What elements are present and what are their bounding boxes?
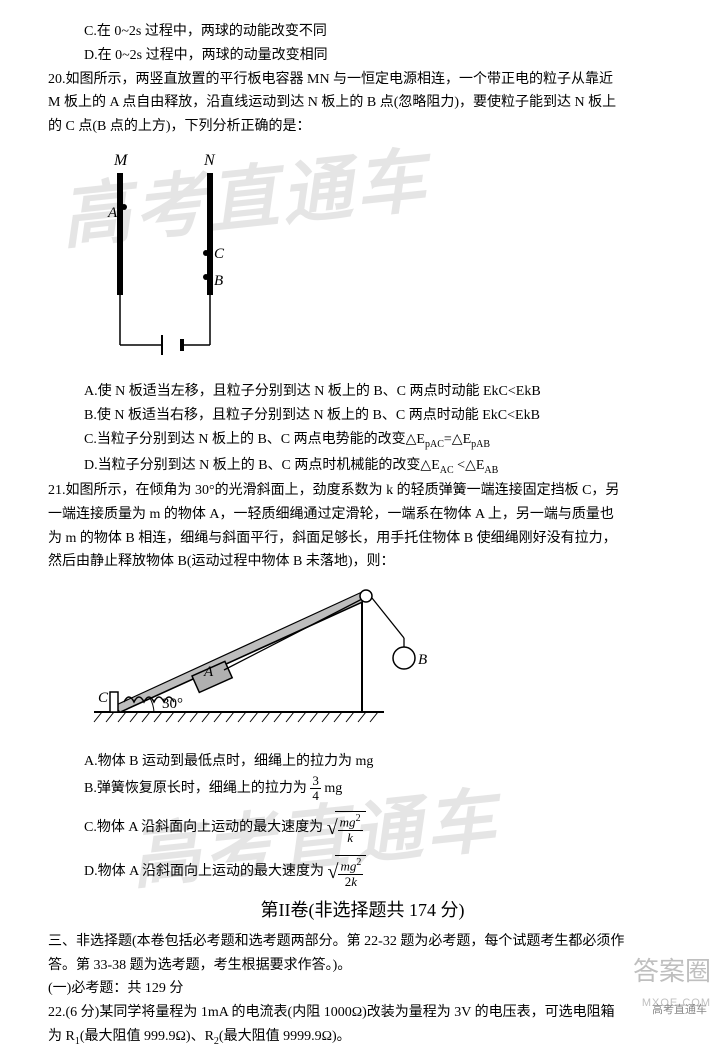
section-2-title: 第II卷(非选择题共 174 分) [48,895,677,926]
q19-option-c: C.在 0~2s 过程中，两球的动能改变不同 [48,20,677,44]
label-angle: 30° [162,696,183,712]
q20-option-a: A.使 N 板适当左移，且粒子分别到达 N 板上的 B、C 两点时动能 EkC<… [48,380,677,404]
point-a [121,204,127,210]
q20-stem-3: 的 C 点(B 点的上方)，下列分析正确的是： [48,115,677,139]
q20-stem-1: 20.如图所示，两竖直放置的平行板电容器 MN 与一恒定电源相连，一个带正电的粒… [48,68,677,92]
rope-down-1 [372,598,404,638]
wall-c [110,692,118,712]
label-b21: B [418,652,427,668]
ground-hatch [94,712,378,722]
section-2-line1: 三、非选择题(本卷包括必考题和选考题两部分。第 22-32 题为必考题，每个试题… [48,930,677,954]
q20-option-b: B.使 N 板适当右移，且粒子分别到达 N 板上的 B、C 两点时动能 EkC<… [48,404,677,428]
q21-stem-4: 然后由静止释放物体 B(运动过程中物体 B 未落地)，则： [48,550,677,574]
q21-figure: C A B 30° [84,580,677,744]
point-c [203,250,209,256]
label-a: A [107,205,118,221]
corner-small-label: 高考直通车 [652,1001,707,1020]
label-a21: A [203,664,214,680]
point-b [203,274,209,280]
q21-stem-1: 21.如图所示，在倾角为 30°的光滑斜面上，劲度系数为 k 的轻质弹簧一端连接… [48,479,677,503]
q21-stem-3: 为 m 的物体 B 相连，细绳与斜面平行，斜面足够长，用手托住物体 B 使细绳刚… [48,527,677,551]
pulley [360,590,372,602]
q20-option-c: C.当粒子分别到达 N 板上的 B、C 两点电势能的改变△EpAC=△EpAB [48,427,677,453]
label-n: N [203,152,216,169]
label-m: M [113,152,129,169]
label-b: B [214,273,223,289]
plate-m [117,173,123,295]
q22-line2: 为 R1(最大阻值 999.9Ω)、R2(最大阻值 9999.9Ω)。 [48,1025,677,1050]
label-c21: C [98,690,109,706]
q21-option-b: B.弹簧恢复原长时，细绳上的拉力为 34 mg [48,774,677,804]
section-2-line2: 答。第 33-38 题为选考题，考生根据要求作答。)。 [48,954,677,978]
q21-option-c: C.物体 A 沿斜面向上运动的最大速度为 √ mg2 k [48,811,677,845]
section-2-line3: (一)必考题：共 129 分 [48,977,677,1001]
q20-option-d: D.当粒子分别到达 N 板上的 B、C 两点时机械能的改变△EAC <△EAB [48,453,677,479]
q20-stem-2: M 板上的 A 点自由释放，沿直线运动到达 N 板上的 B 点(忽略阻力)，要使… [48,91,677,115]
q19-option-d: D.在 0~2s 过程中，两球的动量改变相同 [48,44,677,68]
q20-figure: M N A C B [84,145,677,374]
q21-option-a: A.物体 B 运动到最低点时，细绳上的拉力为 mg [48,750,677,774]
q22-line1: 22.(6 分)某同学将量程为 1mA 的电流表(内阻 1000Ω)改装为量程为… [48,1001,677,1025]
ball-b [393,647,415,669]
q21-stem-2: 一端连接质量为 m 的物体 A，一轻质细绳通过定滑轮，一端系在物体 A 上，另一… [48,503,677,527]
label-c: C [214,246,225,262]
q21-option-d: D.物体 A 沿斜面向上运动的最大速度为 √ mg2 2k [48,855,677,889]
